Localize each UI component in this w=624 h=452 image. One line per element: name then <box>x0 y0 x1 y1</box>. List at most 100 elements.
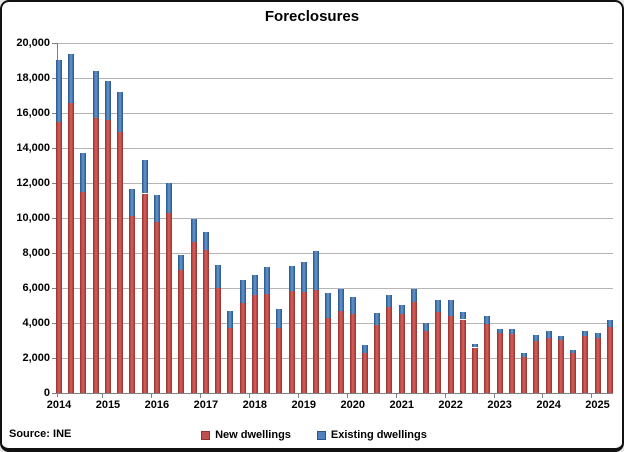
legend-new-swatch-icon <box>201 430 211 440</box>
gridline <box>57 183 613 184</box>
x-axis-label: 2021 <box>389 399 414 411</box>
bar-segment-existing-2019-Q2 <box>313 251 320 290</box>
x-axis-label: 2023 <box>487 399 512 411</box>
y-axis-tick <box>52 148 57 149</box>
bar-segment-existing-2022-Q1 <box>447 300 454 317</box>
bar-segment-new-2016-Q4 <box>190 241 197 393</box>
bar-segment-new-2016-Q2 <box>166 212 173 393</box>
x-axis-label: 2015 <box>95 399 121 411</box>
bar-segment-new-2017-Q4 <box>239 302 246 393</box>
bar-segment-existing-2024-Q1 <box>545 331 552 339</box>
gridline <box>57 253 613 254</box>
gridline <box>57 323 613 324</box>
bar-segment-new-2021-Q4 <box>435 312 442 393</box>
bar-segment-existing-2020-Q2 <box>362 344 368 353</box>
bar-segment-existing-2022-Q4 <box>484 316 491 324</box>
x-axis-tick <box>101 393 103 398</box>
x-axis-label: 2016 <box>144 399 170 411</box>
x-axis-label: 2024 <box>536 399 561 411</box>
bar-segment-new-2020-Q3 <box>374 324 381 393</box>
bar-segment-existing-2024-Q4 <box>582 331 589 336</box>
bar-segment-new-2015-Q2 <box>117 132 124 393</box>
bar-segment-existing-2015-Q2 <box>117 92 124 133</box>
bar-segment-existing-2018-Q1 <box>251 275 258 295</box>
bar-segment-new-2023-Q4 <box>533 341 540 393</box>
x-axis-label: 2025 <box>585 399 610 411</box>
bar-segment-new-2022-Q3 <box>472 347 479 393</box>
bar-segment-existing-2015-Q4 <box>141 159 148 194</box>
bar-segment-existing-2019-Q3 <box>325 293 332 318</box>
x-axis-tick <box>395 393 397 398</box>
bar-segment-new-2014-Q4 <box>92 118 99 393</box>
y-axis-label: 16,000 <box>16 107 50 119</box>
gridline <box>57 218 613 219</box>
bar-segment-new-2019-Q3 <box>325 317 332 393</box>
bar-segment-new-2018-Q3 <box>276 328 283 393</box>
y-axis-label: 6,000 <box>22 282 50 294</box>
x-axis-tick <box>248 393 250 398</box>
x-axis-tick <box>199 393 201 398</box>
bar-segment-existing-2022-Q2 <box>459 311 466 320</box>
bar-segment-new-2016-Q1 <box>153 222 160 393</box>
bar-segment-existing-2022-Q3 <box>472 343 479 348</box>
bar-segment-new-2025-Q1 <box>594 337 601 393</box>
y-axis-tick <box>52 183 57 184</box>
bar-segment-existing-2018-Q4 <box>288 266 295 291</box>
bar-segment-new-2021-Q1 <box>398 313 405 393</box>
legend-item-new-dwellings: New dwellings <box>201 429 291 441</box>
bar-segment-existing-2023-Q4 <box>533 334 540 342</box>
bar-segment-existing-2016-Q1 <box>153 195 160 223</box>
bar-segment-existing-2017-Q2 <box>215 265 222 288</box>
bar-segment-new-2020-Q4 <box>386 307 393 393</box>
y-axis-label: 0 <box>43 387 50 399</box>
bar-segment-new-2018-Q4 <box>288 290 295 393</box>
x-axis-label: 2018 <box>242 399 268 411</box>
bar-segment-existing-2016-Q4 <box>190 218 197 242</box>
gridline <box>57 43 613 44</box>
y-axis-label: 18,000 <box>16 72 50 84</box>
y-axis-label: 8,000 <box>22 247 50 259</box>
bar-segment-existing-2023-Q2 <box>508 328 515 334</box>
y-axis-tick <box>52 323 57 324</box>
y-axis-tick <box>52 218 57 219</box>
bar-segment-new-2024-Q4 <box>582 335 589 393</box>
bar-segment-existing-2014-Q2 <box>68 53 75 103</box>
bar-segment-new-2015-Q3 <box>129 216 136 393</box>
y-axis-label: 12,000 <box>16 177 50 189</box>
source-note: Source: INE <box>9 428 72 440</box>
bar-segment-existing-2025-Q1 <box>594 332 601 338</box>
y-axis-tick <box>52 78 57 79</box>
bar-segment-existing-2021-Q3 <box>423 323 430 332</box>
bar-segment-existing-2017-Q1 <box>202 232 209 251</box>
bar-segment-existing-2024-Q3 <box>570 350 577 353</box>
bar-segment-existing-2025-Q2 <box>606 320 613 328</box>
bar-segment-new-2020-Q1 <box>349 314 356 393</box>
x-axis <box>53 393 613 394</box>
bar-segment-new-2022-Q1 <box>447 316 454 393</box>
bar-segment-new-2014-Q1 <box>56 121 62 393</box>
x-axis-label: 2022 <box>438 399 463 411</box>
bar-segment-existing-2018-Q2 <box>264 267 271 295</box>
legend: New dwellings Existing dwellings <box>2 426 622 444</box>
x-axis-tick <box>297 393 299 398</box>
bar-segment-existing-2023-Q3 <box>521 352 528 358</box>
y-axis-tick <box>52 358 57 359</box>
bar-segment-new-2017-Q1 <box>202 250 209 393</box>
gridline <box>57 358 613 359</box>
x-axis-label: 2014 <box>46 399 72 411</box>
bar-segment-new-2024-Q1 <box>545 338 552 393</box>
bar-segment-new-2016-Q3 <box>178 269 185 393</box>
x-axis-tick <box>346 393 348 398</box>
y-axis-tick <box>52 288 57 289</box>
bar-segment-existing-2015-Q3 <box>129 188 136 217</box>
bar-segment-new-2023-Q2 <box>508 333 515 393</box>
gridline <box>57 148 613 149</box>
x-axis-tick <box>591 393 593 398</box>
bar-segment-new-2021-Q2 <box>410 302 417 393</box>
bar-segment-new-2021-Q3 <box>423 331 430 393</box>
x-axis-label: 2019 <box>291 399 317 411</box>
bar-segment-existing-2014-Q1 <box>56 59 62 122</box>
bar-segment-new-2019-Q4 <box>337 310 344 393</box>
